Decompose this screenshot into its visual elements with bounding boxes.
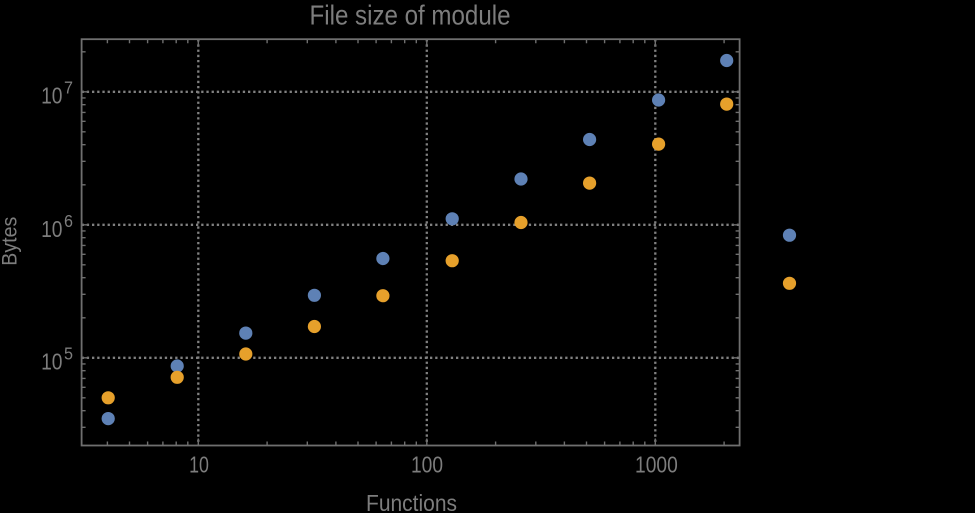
svg-text:1000: 1000 [635,451,678,477]
svg-text:10: 10 [41,83,62,109]
svg-text:File size of module: File size of module [310,0,511,30]
svg-text:5: 5 [64,343,73,363]
svg-text:Bytes: Bytes [0,217,22,266]
svg-text:10: 10 [41,349,62,375]
svg-text:10: 10 [189,451,209,477]
svg-text:Functions: Functions [366,490,457,513]
svg-text:10: 10 [41,216,62,242]
svg-text:6: 6 [64,211,73,231]
svg-text:7: 7 [64,77,73,97]
svg-text:100: 100 [411,451,443,477]
